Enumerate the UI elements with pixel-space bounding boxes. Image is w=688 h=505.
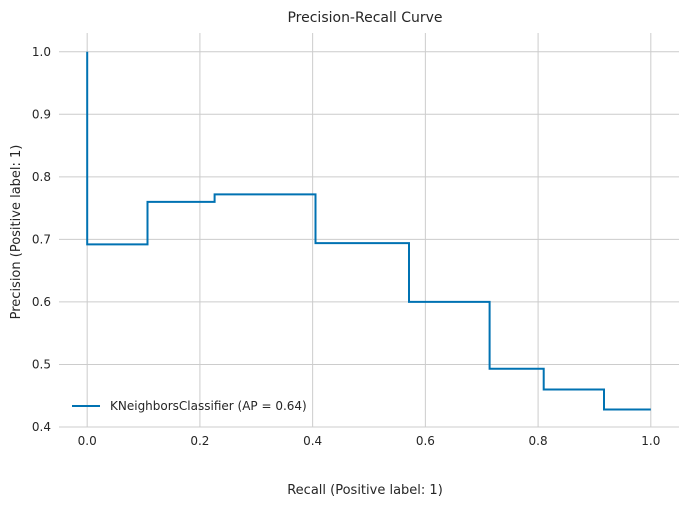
y-tick-label: 0.5 (32, 357, 51, 371)
legend-label: KNeighborsClassifier (AP = 0.64) (110, 399, 307, 413)
x-tick-label: 0.0 (78, 434, 97, 448)
y-tick-label: 0.4 (32, 420, 51, 434)
y-tick-label: 1.0 (32, 45, 51, 59)
y-tick-label: 0.9 (32, 107, 51, 121)
y-tick-label: 0.8 (32, 170, 51, 184)
plot-area: 0.0 0.2 0.4 0.6 0.8 1.0 0.4 0.5 0.6 0.7 0.8 0.9 1.0 (32, 33, 679, 448)
y-axis-label: Precision (Positive label: 1) (9, 145, 24, 320)
x-tick-label: 0.4 (303, 434, 322, 448)
chart-title: Precision-Recall Curve (287, 10, 442, 26)
legend: KNeighborsClassifier (AP = 0.64) (72, 399, 307, 413)
grid (59, 33, 679, 428)
y-tick-label: 0.6 (32, 295, 51, 309)
y-axis-ticks: 0.4 0.5 0.6 0.7 0.8 0.9 1.0 (32, 45, 51, 434)
y-tick-label: 0.7 (32, 232, 51, 246)
series-line (86, 51, 651, 411)
x-tick-label: 0.6 (416, 434, 435, 448)
x-tick-label: 0.8 (529, 434, 548, 448)
x-axis-ticks: 0.0 0.2 0.4 0.6 0.8 1.0 (78, 434, 661, 448)
x-axis-label: Recall (Positive label: 1) (287, 483, 443, 498)
x-tick-label: 0.2 (190, 434, 209, 448)
plot-background (59, 33, 679, 427)
series-layer (86, 51, 651, 411)
x-tick-label: 1.0 (641, 434, 660, 448)
